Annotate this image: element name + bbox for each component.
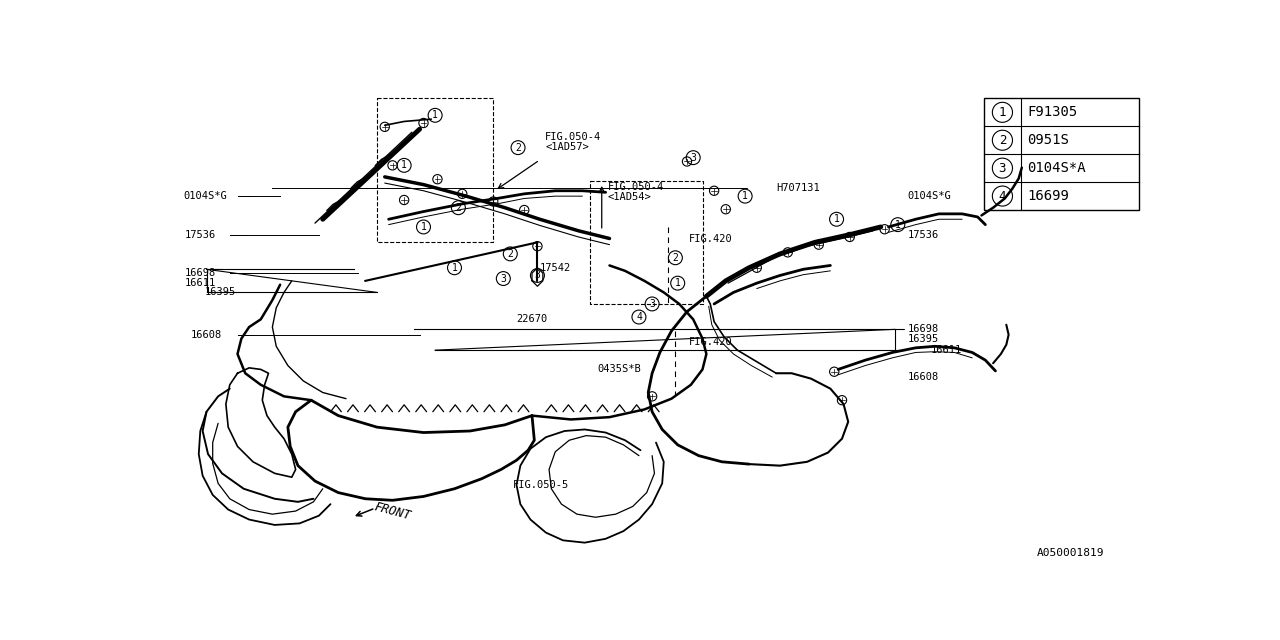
Text: 3: 3: [998, 162, 1006, 175]
Text: 1: 1: [675, 278, 681, 288]
Text: 3: 3: [535, 271, 540, 280]
Text: <1AD57>: <1AD57>: [545, 142, 589, 152]
Text: 2: 2: [456, 203, 461, 212]
Text: 0104S*G: 0104S*G: [183, 191, 227, 201]
Text: 16395: 16395: [205, 287, 237, 298]
Text: 16608: 16608: [191, 330, 223, 340]
Text: 0104S*G: 0104S*G: [908, 191, 951, 201]
Text: FIG.050-4: FIG.050-4: [545, 132, 602, 142]
Text: 0104S*A: 0104S*A: [1028, 161, 1085, 175]
Text: 16395: 16395: [908, 333, 940, 344]
Text: FIG.050-4: FIG.050-4: [608, 182, 664, 192]
Text: 2: 2: [507, 249, 513, 259]
Text: 16698: 16698: [908, 324, 940, 334]
Text: 16698: 16698: [184, 268, 216, 278]
Text: 4: 4: [998, 189, 1006, 202]
Text: FIG.420: FIG.420: [689, 234, 732, 243]
Text: 16611: 16611: [184, 278, 216, 288]
Text: FIG.050-5: FIG.050-5: [512, 480, 568, 490]
Text: 22670: 22670: [517, 314, 548, 324]
Text: 1: 1: [401, 161, 407, 170]
Text: A050001819: A050001819: [1037, 548, 1103, 558]
Text: 1: 1: [895, 220, 901, 230]
Text: 16699: 16699: [1028, 189, 1069, 203]
Text: 2: 2: [998, 134, 1006, 147]
Bar: [984, 99, 1139, 210]
Text: 3: 3: [649, 299, 655, 309]
Text: 2: 2: [515, 143, 521, 152]
Text: 1: 1: [421, 222, 426, 232]
Text: 16608: 16608: [908, 372, 940, 382]
Text: 1: 1: [833, 214, 840, 224]
Text: 16611: 16611: [931, 345, 963, 355]
Text: 1: 1: [452, 263, 457, 273]
Text: FIG.420: FIG.420: [689, 337, 732, 348]
Text: 0435S*B: 0435S*B: [598, 364, 641, 374]
Text: 0951S: 0951S: [1028, 133, 1069, 147]
Text: 3: 3: [690, 153, 696, 163]
Text: 1: 1: [742, 191, 748, 201]
Text: 17536: 17536: [184, 230, 216, 239]
Text: 4: 4: [636, 312, 641, 322]
Text: FRONT: FRONT: [372, 500, 412, 523]
Text: 2: 2: [672, 253, 678, 263]
Text: 17542: 17542: [540, 263, 571, 273]
Text: 1: 1: [998, 106, 1006, 119]
Text: 1: 1: [433, 110, 438, 120]
Text: <1AD54>: <1AD54>: [608, 192, 652, 202]
Text: F91305: F91305: [1028, 106, 1078, 119]
Text: 17536: 17536: [908, 230, 940, 239]
Text: 3: 3: [500, 273, 507, 284]
Text: H707131: H707131: [776, 184, 820, 193]
